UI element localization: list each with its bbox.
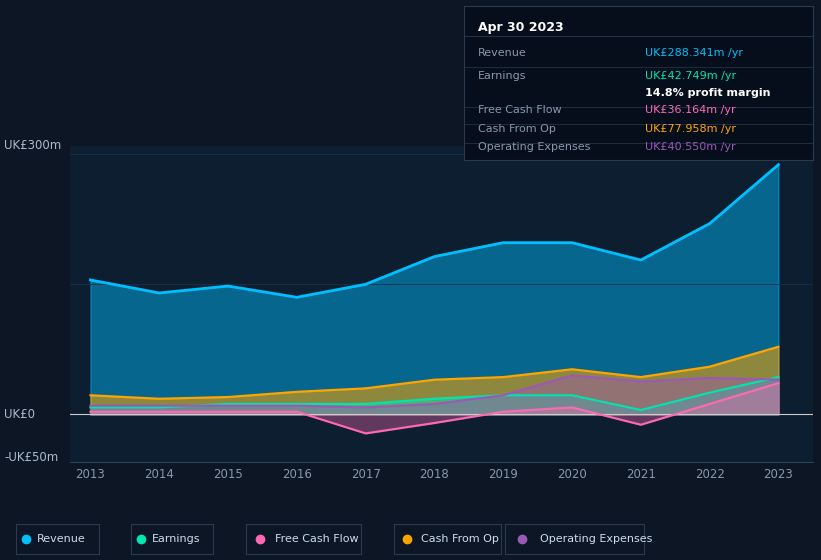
Text: Revenue: Revenue — [478, 48, 526, 58]
Text: 14.8% profit margin: 14.8% profit margin — [645, 88, 771, 99]
Text: UK£42.749m /yr: UK£42.749m /yr — [645, 72, 736, 81]
Text: Revenue: Revenue — [37, 534, 85, 544]
Text: Cash From Op: Cash From Op — [421, 534, 498, 544]
Text: UK£40.550m /yr: UK£40.550m /yr — [645, 142, 736, 152]
Text: Earnings: Earnings — [478, 72, 526, 81]
Text: Free Cash Flow: Free Cash Flow — [275, 534, 359, 544]
Text: Cash From Op: Cash From Op — [478, 124, 556, 134]
Text: UK£36.164m /yr: UK£36.164m /yr — [645, 105, 736, 115]
Text: Apr 30 2023: Apr 30 2023 — [478, 21, 563, 34]
Text: Earnings: Earnings — [152, 534, 200, 544]
Text: Free Cash Flow: Free Cash Flow — [478, 105, 562, 115]
Text: UK£300m: UK£300m — [4, 139, 62, 152]
Text: UK£288.341m /yr: UK£288.341m /yr — [645, 48, 743, 58]
Text: Operating Expenses: Operating Expenses — [540, 534, 652, 544]
Text: UK£77.958m /yr: UK£77.958m /yr — [645, 124, 736, 134]
Text: Operating Expenses: Operating Expenses — [478, 142, 590, 152]
Text: -UK£50m: -UK£50m — [4, 451, 58, 464]
Text: UK£0: UK£0 — [4, 408, 35, 421]
